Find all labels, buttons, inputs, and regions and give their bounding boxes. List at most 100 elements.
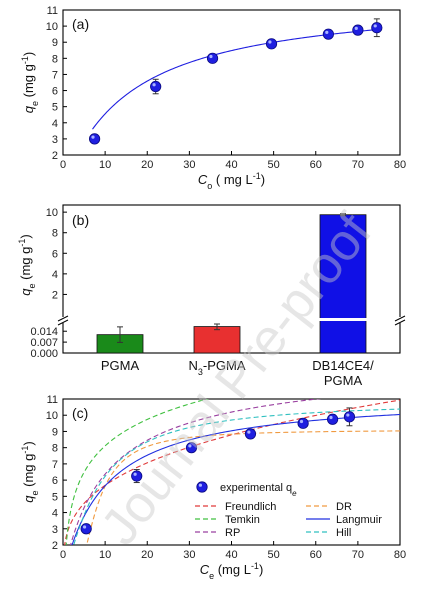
data-point: [352, 24, 364, 36]
x-tick-label: 10: [99, 549, 111, 561]
y-tick-label: 7: [52, 69, 58, 81]
x-tick-label: 50: [268, 549, 280, 561]
x-tick-label: 70: [352, 159, 364, 171]
x-tick-label: 20: [141, 549, 153, 561]
freundlich-fit-curve: [64, 399, 400, 545]
y-tick-label: 10: [46, 207, 58, 219]
legend-marker-highlight: [198, 483, 202, 487]
x-tick-label: 20: [141, 159, 153, 171]
y-tick-label: 3: [52, 134, 58, 146]
category-label: N3-PGMA: [188, 358, 245, 377]
y-tick-label: 0.000: [30, 348, 58, 360]
x-tick-label: 0: [60, 159, 66, 171]
x-tick-label: 60: [310, 549, 322, 561]
x-tick-label: 30: [183, 549, 195, 561]
x-tick-label: 70: [352, 549, 364, 561]
fit-curves: [92, 28, 379, 130]
legend-label: experimental qe: [220, 482, 297, 498]
data-point: [80, 523, 92, 535]
bar-break: [319, 318, 367, 321]
data-point-highlight: [209, 54, 213, 59]
data-point-highlight: [91, 135, 95, 139]
legend-label: Freundlich: [225, 501, 276, 513]
x-tick-label: 40: [225, 549, 237, 561]
x-axis-label: Co ( mg L-1): [198, 171, 265, 191]
bar: [193, 326, 241, 354]
panel-label: (b): [72, 212, 89, 228]
y-tick-label: 5: [52, 491, 58, 503]
data-point-highlight: [325, 30, 329, 34]
temkin-fit-curve: [65, 399, 210, 545]
y-tick-label: 8: [52, 228, 58, 240]
x-tick-label: 10: [99, 159, 111, 171]
axis-break-mark: [394, 319, 406, 326]
legend-label: DR: [336, 501, 352, 513]
y-tick-label: 3: [52, 524, 58, 536]
category-label: DB14CE4/PGMA: [312, 358, 374, 388]
data-point: [206, 52, 219, 64]
axis-break-mark: [57, 319, 69, 326]
y-tick-label: 0.014: [30, 326, 58, 338]
y-tick-label: 2: [52, 150, 58, 162]
axis-break-mark: [57, 315, 69, 322]
data-point-highlight: [152, 83, 156, 87]
data-point-highlight: [354, 26, 358, 30]
y-tick-label: 4: [52, 118, 58, 130]
x-tick-label: 50: [268, 159, 280, 171]
data-point: [244, 428, 257, 440]
panel-label: (a): [72, 16, 89, 32]
bar: [319, 214, 367, 354]
data-point-highlight: [268, 40, 272, 44]
legend: experimental qe Freundlich DR Temkin Langmui…: [195, 481, 382, 539]
y-tick-label: 10: [46, 21, 58, 33]
data-point-highlight: [82, 525, 87, 529]
x-tick-label: 30: [183, 159, 195, 171]
axis-break-gap: [394, 317, 406, 323]
y-tick-label: 9: [52, 426, 58, 438]
dr-fit-curve: [86, 430, 400, 545]
panel-label: (c): [72, 405, 88, 421]
y-tick-label: 9: [52, 37, 58, 49]
y-axis-label: qe (mg g-1): [20, 52, 40, 113]
data-point: [265, 38, 278, 50]
y-tick-label: 5: [52, 102, 58, 114]
y-axis-label: qe (mg g-1): [20, 441, 40, 502]
panel-c: 0 10 20 30 40 50 60 70 80 2 3 4 5 6 7 8 9 10 11 (c) Ce (mg L…: [20, 394, 406, 581]
x-tick-label: 80: [394, 549, 406, 561]
y-tick-label: 11: [47, 5, 58, 17]
legend-label: Temkin: [225, 514, 260, 526]
data-point-highlight: [373, 24, 377, 28]
data-point-highlight: [299, 419, 304, 424]
legend-marker: [196, 481, 208, 493]
data-point-highlight: [329, 415, 333, 420]
data-point: [371, 22, 383, 34]
panel-a: 0 10 20 30 40 50 60 70 80 2 3 4 5 6 7 8 9 10 11 (a) Co ( mg …: [20, 5, 406, 191]
y-tick-label: 8: [52, 53, 58, 65]
y-axis-label: qe (mg g-1): [17, 234, 37, 295]
y-tick-label: 7: [52, 459, 58, 471]
data-point-highlight: [247, 430, 251, 434]
hill-fit-curve: [73, 408, 400, 545]
y-tick-label: 0.007: [30, 337, 58, 349]
y-tick-label: 10: [46, 410, 58, 422]
data-point-highlight: [133, 472, 137, 476]
axis-break-gap: [57, 317, 69, 323]
y-tick-label: 6: [52, 248, 58, 260]
axis-break-mark: [394, 315, 406, 322]
x-axis-label: Ce (mg L-1): [200, 561, 264, 581]
data-point-highlight: [346, 413, 350, 417]
langmuir-fit-curve: [92, 28, 379, 130]
legend-label: RP: [225, 527, 240, 539]
y-tick-label: 11: [47, 394, 58, 406]
x-tick-label: 40: [225, 159, 237, 171]
data-point: [343, 411, 356, 423]
rp-fit-curve: [70, 399, 322, 545]
data-point: [150, 80, 162, 93]
y-tick-label: 4: [52, 269, 58, 281]
category-label: PGMA: [101, 358, 140, 373]
x-tick-label: 60: [310, 159, 322, 171]
legend-label: Langmuir: [336, 514, 382, 526]
x-tick-label: 80: [394, 159, 406, 171]
y-tick-label: 6: [52, 86, 58, 98]
